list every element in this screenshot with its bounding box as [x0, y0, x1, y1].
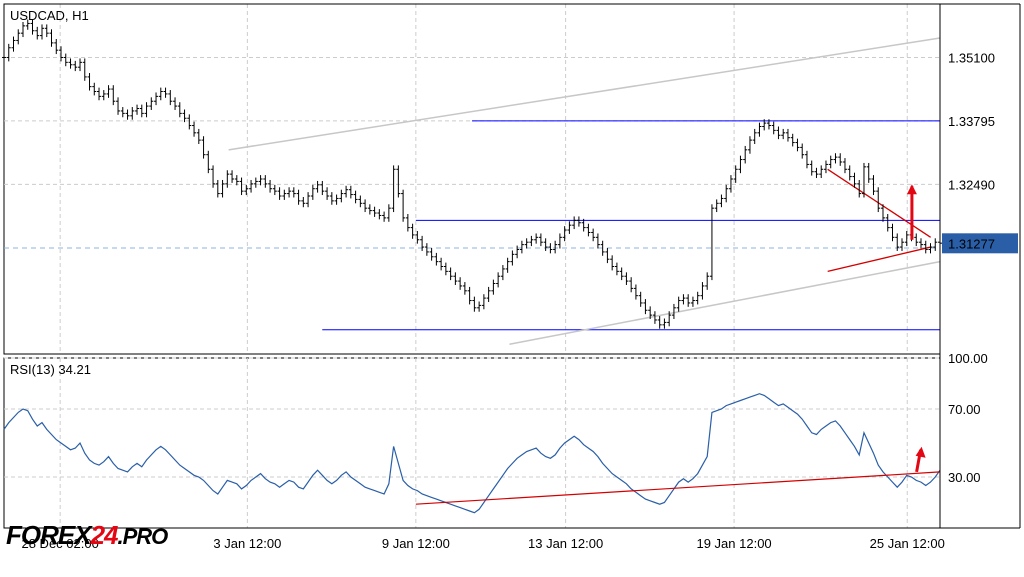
svg-text:1.33795: 1.33795 — [948, 114, 995, 129]
logo: FOREX24.PRO — [6, 520, 167, 551]
svg-text:1.32490: 1.32490 — [948, 177, 995, 192]
logo-24: 24 — [91, 520, 118, 550]
svg-text:70.00: 70.00 — [948, 402, 981, 417]
svg-text:19 Jan 12:00: 19 Jan 12:00 — [696, 536, 771, 551]
logo-forex: FOREX — [6, 520, 91, 550]
svg-text:30.00: 30.00 — [948, 470, 981, 485]
svg-text:USDCAD, H1: USDCAD, H1 — [10, 8, 89, 23]
svg-text:9 Jan 12:00: 9 Jan 12:00 — [382, 536, 450, 551]
svg-text:3 Jan 12:00: 3 Jan 12:00 — [213, 536, 281, 551]
svg-text:100.00: 100.00 — [948, 351, 988, 366]
forex-chart: 1.35100 1.33795 1.32490 1.31277 USDCAD, H1 10… — [0, 0, 1024, 577]
svg-text:13 Jan 12:00: 13 Jan 12:00 — [528, 536, 603, 551]
svg-text:25 Jan 12:00: 25 Jan 12:00 — [870, 536, 945, 551]
logo-pro: .PRO — [118, 524, 168, 549]
svg-text:RSI(13) 34.21: RSI(13) 34.21 — [10, 362, 91, 377]
svg-text:1.35100: 1.35100 — [948, 50, 995, 65]
svg-text:1.31277: 1.31277 — [948, 236, 995, 251]
